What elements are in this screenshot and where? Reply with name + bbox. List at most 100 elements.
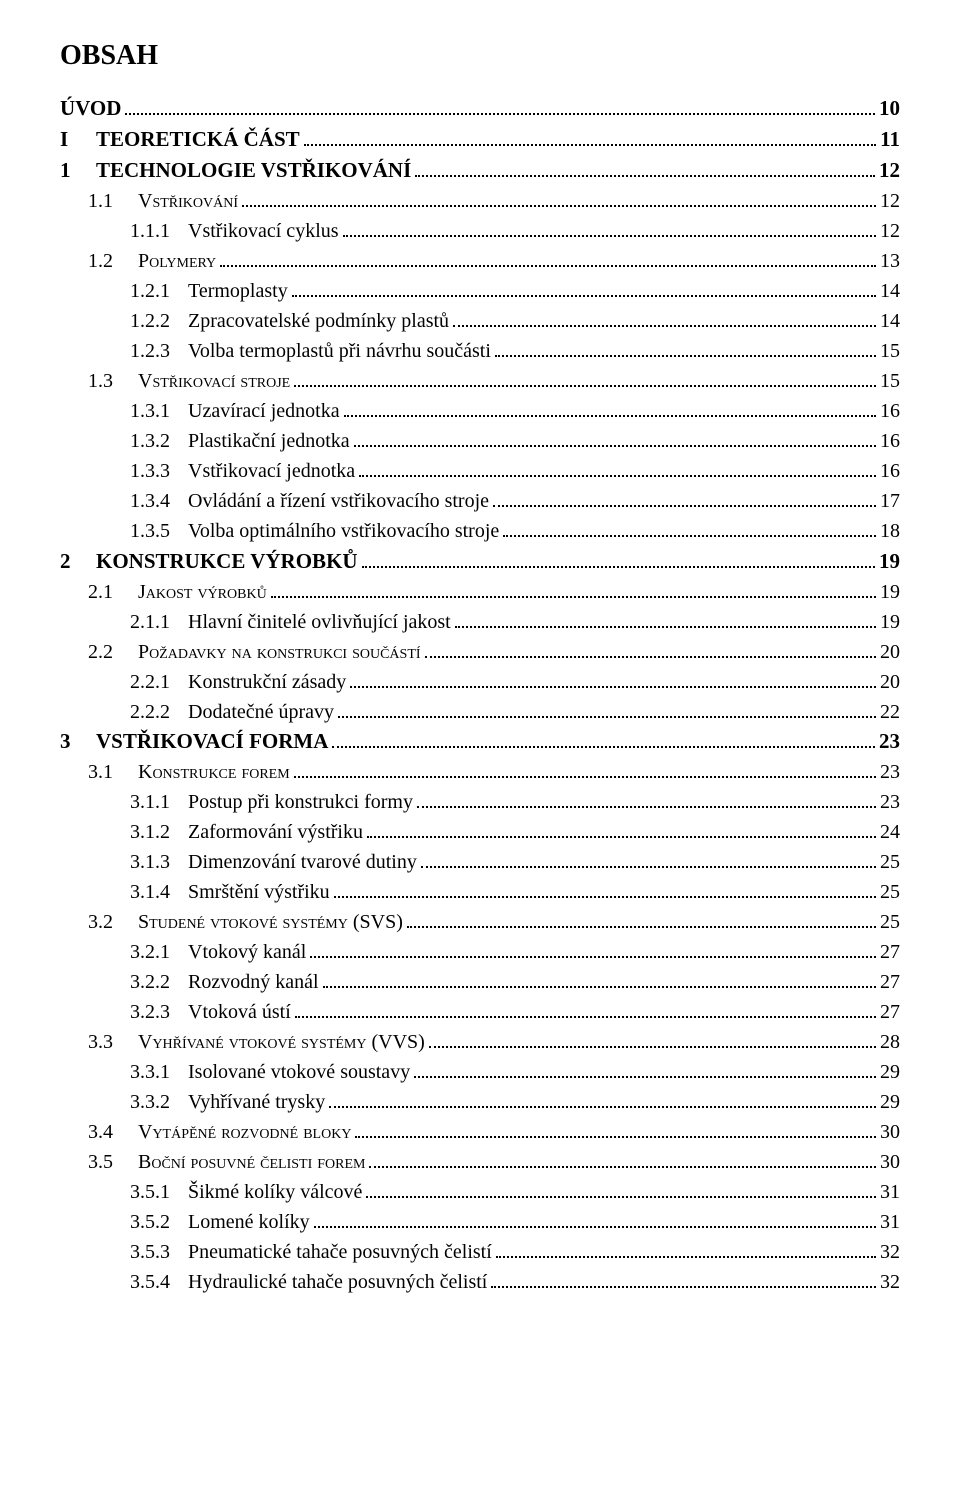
toc-entry: 3.1.2Zaformování výstřiku24: [60, 818, 900, 844]
toc-leader: [366, 1178, 876, 1198]
toc-entry-number: 2.1: [88, 581, 138, 604]
toc-entry: ÚVOD 10: [60, 94, 900, 121]
toc-entry-number: 3.5: [88, 1151, 138, 1174]
toc-entry-label: 3.5.4Hydraulické tahače posuvných čelist…: [130, 1271, 487, 1294]
toc-leader: [294, 367, 876, 387]
toc-entry-page: 25: [880, 851, 900, 874]
toc-entry-text: Postup při konstrukci formy: [188, 791, 413, 813]
toc-entry-text: Isolované vtokové soustavy: [188, 1061, 410, 1083]
toc-leader: [493, 487, 876, 507]
toc-leader: [344, 397, 876, 417]
toc-entry-label: 2.2.1Konstrukční zásady: [130, 671, 346, 694]
toc-entry-text: Zaformování výstřiku: [188, 821, 363, 843]
toc-entry-number: 3.2: [88, 911, 138, 934]
toc-leader: [338, 698, 876, 718]
toc-entry-page: 16: [880, 400, 900, 423]
toc-entry-number: 1.3: [88, 370, 138, 393]
toc-entry-page: 27: [880, 1001, 900, 1024]
toc-entry: 3.5Boční posuvné čelisti forem30: [60, 1148, 900, 1174]
toc-entry-number: I: [60, 127, 96, 152]
toc-entry-page: 12: [880, 190, 900, 213]
toc-entry-page: 12: [879, 158, 900, 183]
toc-entry-page: 16: [880, 430, 900, 453]
toc-entry: 2.1.1Hlavní činitelé ovlivňující jakost1…: [60, 608, 900, 634]
toc-entry-page: 29: [880, 1061, 900, 1084]
toc-entry-text: Polymery: [138, 250, 216, 272]
toc-entry-label: 2.1.1Hlavní činitelé ovlivňující jakost: [130, 611, 451, 634]
toc-entry-page: 13: [880, 250, 900, 273]
toc-entry: 1.3.3Vstřikovací jednotka16: [60, 457, 900, 483]
toc-entry: 1.1.1Vstřikovací cyklus 12: [60, 217, 900, 243]
toc-leader: [220, 247, 876, 267]
toc-leader: [343, 217, 876, 237]
toc-entry-label: 3.1.4Smrštění výstřiku: [130, 881, 330, 904]
toc-entry-label: 3.1Konstrukce forem: [88, 761, 290, 784]
toc-entry-page: 20: [880, 641, 900, 664]
toc-leader: [125, 94, 875, 115]
toc-entry-page: 15: [880, 370, 900, 393]
toc-entry-text: Dimenzování tvarové dutiny: [188, 851, 417, 873]
toc-entry-number: 3.5.2: [130, 1211, 188, 1234]
toc-entry-text: Ovládání a řízení vstřikovacího stroje: [188, 490, 489, 512]
toc-entry-page: 32: [880, 1271, 900, 1294]
toc-entry-text: Uzavírací jednotka: [188, 400, 340, 422]
toc-leader: [415, 156, 875, 177]
toc-entry: 2.1Jakost výrobků19: [60, 578, 900, 604]
toc-entry-label: 3VSTŘIKOVACÍ FORMA: [60, 729, 328, 754]
toc-entry-page: 27: [880, 971, 900, 994]
toc-entry-label: 1.3.4Ovládání a řízení vstřikovacího str…: [130, 490, 489, 513]
toc-entry-label: 3.3.1Isolované vtokové soustavy: [130, 1061, 410, 1084]
toc-entry: 3.4Vytápěné rozvodné bloky30: [60, 1118, 900, 1144]
toc-entry-text: Pneumatické tahače posuvných čelistí: [188, 1241, 492, 1263]
toc-entry-number: 3.2.1: [130, 941, 188, 964]
toc-entry-label: 1.1.1Vstřikovací cyklus: [130, 220, 339, 243]
toc-leader: [421, 848, 876, 868]
toc-entry-label: 1.2.3Volba termoplastů při návrhu součás…: [130, 340, 491, 363]
toc-entry: 2.2.1Konstrukční zásady20: [60, 668, 900, 694]
toc-entry-page: 28: [880, 1031, 900, 1054]
toc-entry-page: 15: [880, 340, 900, 363]
toc-entry-text: Hlavní činitelé ovlivňující jakost: [188, 611, 451, 633]
toc-entry-number: 1.3.3: [130, 460, 188, 483]
toc-entry-label: 2KONSTRUKCE VÝROBKŮ: [60, 549, 358, 574]
toc-entry-page: 10: [879, 96, 900, 121]
toc-entry: 3.3Vyhřívané vtokové systémy (VVS)28: [60, 1028, 900, 1054]
toc-entry: 2.2Požadavky na konstrukci součástí20: [60, 638, 900, 664]
toc-entry-text: Volba termoplastů při návrhu součásti: [188, 340, 491, 362]
toc-entry-number: 1.2: [88, 250, 138, 273]
toc-leader: [350, 668, 876, 688]
toc-entry-text: Šikmé kolíky válcové: [188, 1181, 362, 1203]
toc-entry-text: Studené vtokové systémy (SVS): [138, 911, 403, 933]
toc-entry-text: Jakost výrobků: [138, 581, 267, 603]
toc-entry-page: 17: [880, 490, 900, 513]
toc-entry-label: 1.1Vstřikování: [88, 190, 238, 213]
toc-entry-number: 3.2.3: [130, 1001, 188, 1024]
toc-list: ÚVOD10ITEORETICKÁ ČÁST111TECHNOLOGIE VST…: [60, 94, 900, 1294]
toc-entry-label: 3.1.1Postup při konstrukci formy: [130, 791, 413, 814]
toc-entry-page: 29: [880, 1091, 900, 1114]
toc-entry-label: 1.3.1Uzavírací jednotka: [130, 400, 340, 423]
toc-entry-text: Konstrukční zásady: [188, 671, 346, 693]
toc-entry: 3.1Konstrukce forem23: [60, 758, 900, 784]
toc-entry-page: 12: [880, 220, 900, 243]
toc-entry-page: 19: [879, 549, 900, 574]
toc-entry-label: 1TECHNOLOGIE VSTŘIKOVÁNÍ: [60, 158, 411, 183]
toc-entry-number: 1: [60, 158, 96, 183]
toc-leader: [496, 1238, 876, 1258]
toc-entry-number: 3.1.4: [130, 881, 188, 904]
toc-entry-number: 3: [60, 729, 96, 754]
toc-entry-number: 3.5.4: [130, 1271, 188, 1294]
toc-entry-number: 1.3.4: [130, 490, 188, 513]
toc-entry-number: 3.1.2: [130, 821, 188, 844]
toc-entry-page: 25: [880, 881, 900, 904]
toc-entry-label: ÚVOD: [60, 96, 121, 121]
toc-entry-label: 1.3Vstřikovací stroje: [88, 370, 290, 393]
toc-leader: [495, 337, 876, 357]
toc-entry-label: 1.3.3Vstřikovací jednotka: [130, 460, 355, 483]
toc-entry-number: 2.1.1: [130, 611, 188, 634]
toc-entry: 1.2.1Termoplasty14: [60, 277, 900, 303]
toc-entry: 2KONSTRUKCE VÝROBKŮ 19: [60, 547, 900, 574]
toc-entry-text: Vstřikovací stroje: [138, 370, 290, 392]
toc-entry: 1.3.4Ovládání a řízení vstřikovacího str…: [60, 487, 900, 513]
toc-entry: 1TECHNOLOGIE VSTŘIKOVÁNÍ 12: [60, 156, 900, 183]
